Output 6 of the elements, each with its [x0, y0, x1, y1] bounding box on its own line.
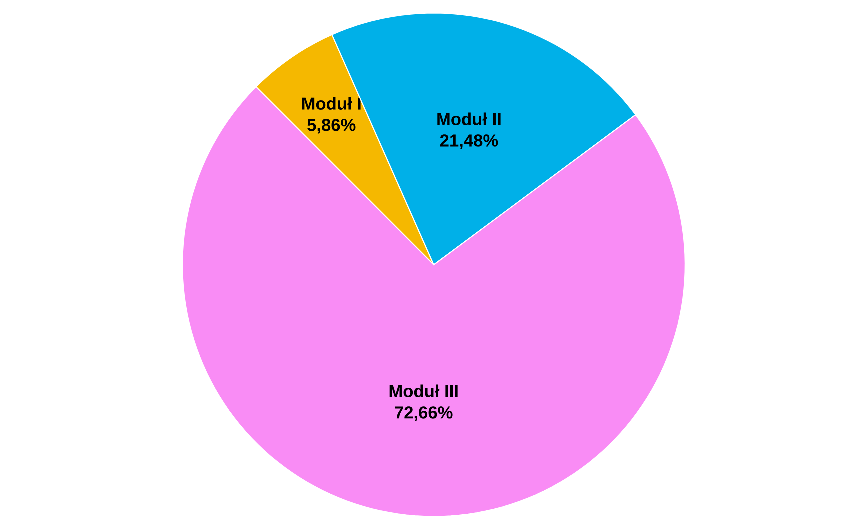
- data-label: 72,66%: [395, 406, 453, 422]
- slice-label: Moduł I: [302, 97, 361, 110]
- slice-label: Moduł II: [438, 112, 501, 126]
- slice-label: Moduł III: [390, 384, 458, 398]
- data-label: 5,86%: [308, 119, 356, 134]
- data-label: 21,48%: [440, 134, 498, 150]
